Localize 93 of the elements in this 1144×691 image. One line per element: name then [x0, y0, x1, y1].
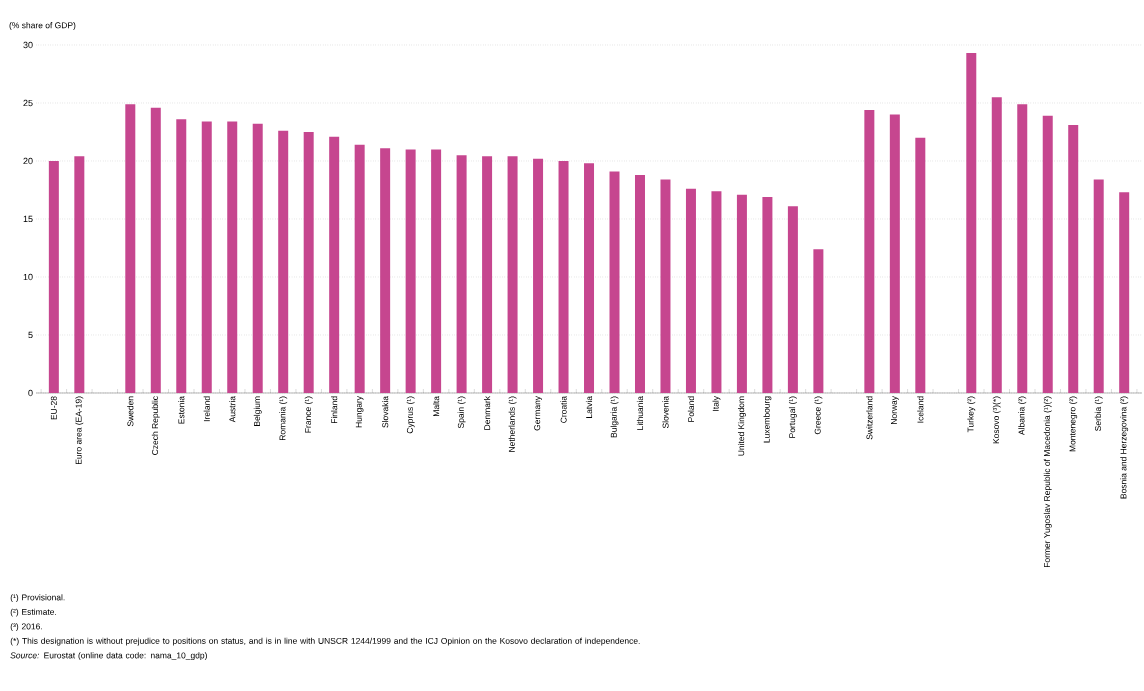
bar — [966, 53, 977, 393]
bar — [609, 171, 620, 393]
x-tick-label: Germany — [534, 396, 542, 431]
bar — [201, 121, 212, 393]
x-tick-label: Norway — [891, 396, 899, 425]
y-tick-label: 25 — [23, 99, 33, 107]
x-tick-label: Cyprus (¹) — [406, 396, 415, 434]
bar — [354, 144, 365, 393]
bar — [685, 188, 696, 393]
x-tick-label: Belgium — [253, 396, 262, 426]
x-tick-label: EU-28 — [50, 396, 57, 420]
x-tick-label: Slovakia — [382, 396, 389, 428]
bar — [227, 121, 238, 393]
x-tick-label: Austria — [229, 396, 236, 423]
x-tick-label: Bulgaria (¹) — [610, 396, 619, 438]
bar — [405, 149, 416, 393]
x-tick-label: Bosnia and Herzegovina (²) — [1120, 396, 1129, 499]
bar — [74, 156, 85, 393]
bar — [660, 179, 671, 393]
bar — [150, 107, 161, 393]
x-tick-label: Lithuania — [636, 396, 644, 430]
x-tick-label: Former Yugoslav Republic of Macedonia (¹)(²) — [1043, 396, 1052, 568]
bar — [482, 156, 493, 393]
x-tick-label: Czech Republic — [151, 396, 160, 455]
x-tick-label: Greece (¹) — [814, 396, 823, 435]
y-tick-label: 5 — [28, 331, 33, 339]
bar — [507, 156, 518, 393]
y-tick-label: 0 — [28, 389, 33, 397]
bar — [1068, 125, 1079, 393]
x-tick-label: Poland — [687, 396, 695, 422]
bar — [787, 206, 798, 393]
x-tick-label: Ireland — [203, 396, 210, 422]
x-tick-label: United Kingdom — [737, 396, 746, 456]
y-tick-label: 15 — [23, 215, 33, 223]
x-tick-label: Netherlands (¹) — [508, 396, 517, 452]
x-tick-label: Sweden — [127, 396, 134, 427]
y-tick-label: 10 — [23, 273, 33, 281]
y-tick-label: 30 — [23, 41, 33, 49]
x-tick-label: Iceland — [917, 396, 924, 423]
bar — [176, 119, 187, 393]
x-tick-label: France (¹) — [304, 396, 313, 433]
text: (³) 2016. — [10, 623, 42, 632]
text: (²) Estimate. — [10, 608, 57, 617]
bar — [278, 130, 289, 393]
bar — [303, 131, 314, 393]
bar — [889, 114, 900, 393]
bar — [431, 149, 442, 393]
x-tick-label: Montenegro (²) — [1069, 396, 1078, 452]
x-tick-label: Euro area (EA-19) — [75, 396, 84, 465]
x-tick-label: Romania (¹) — [279, 396, 288, 441]
text: (*) This designation is without prejudice to positions on status, and is in line with UNSCR 1244/1999 and the ICJ Opinion on the Kosovo declaration of independence. — [10, 637, 640, 646]
x-tick-label: Denmark — [483, 396, 491, 430]
y-axis-title: (% share of GDP) — [9, 22, 76, 30]
x-tick-label: Hungary — [355, 396, 364, 428]
x-tick-label: Turkey (²) — [967, 396, 976, 433]
bar — [533, 158, 544, 393]
x-tick-label: Slovenia — [662, 396, 669, 429]
x-tick-label: Italy — [712, 396, 721, 411]
bar — [711, 191, 722, 393]
x-tick-label: Switzerland — [866, 396, 873, 440]
x-tick-label: Finland — [331, 396, 338, 424]
bar — [1042, 115, 1053, 393]
x-tick-label: Spain (¹) — [457, 396, 466, 429]
x-tick-label: Kosovo (³)(*) — [992, 396, 1001, 444]
bar — [736, 194, 747, 393]
bar — [762, 196, 773, 393]
x-tick-label: Latvia — [585, 396, 593, 418]
x-tick-label: Luxembourg — [763, 396, 772, 443]
bar — [813, 249, 824, 393]
bar — [864, 109, 875, 393]
bar — [1017, 104, 1028, 393]
x-tick-label: Estonia — [178, 396, 185, 424]
bar — [991, 97, 1002, 393]
bar — [1119, 192, 1130, 393]
x-tick-label: Malta — [433, 396, 440, 417]
x-tick-label: Albania (²) — [1018, 396, 1027, 436]
bar — [125, 104, 136, 393]
x-tick-label: Serbia (¹) — [1094, 396, 1103, 431]
bar — [252, 123, 263, 393]
bar — [584, 163, 595, 393]
bar — [456, 155, 467, 393]
bar — [558, 160, 569, 393]
bar — [329, 136, 340, 393]
bar — [634, 174, 645, 393]
y-tick-label: 20 — [23, 157, 33, 165]
bar — [48, 160, 59, 393]
bar — [380, 148, 391, 393]
bar — [915, 137, 926, 393]
x-tick-label: Portugal (¹) — [788, 396, 797, 438]
text: (¹) Provisional. — [10, 594, 65, 603]
bar — [1093, 179, 1104, 393]
text: Source: Eurostat (online data code: nama_10_gdp) — [10, 652, 207, 661]
x-tick-label: Croatia — [560, 396, 567, 423]
